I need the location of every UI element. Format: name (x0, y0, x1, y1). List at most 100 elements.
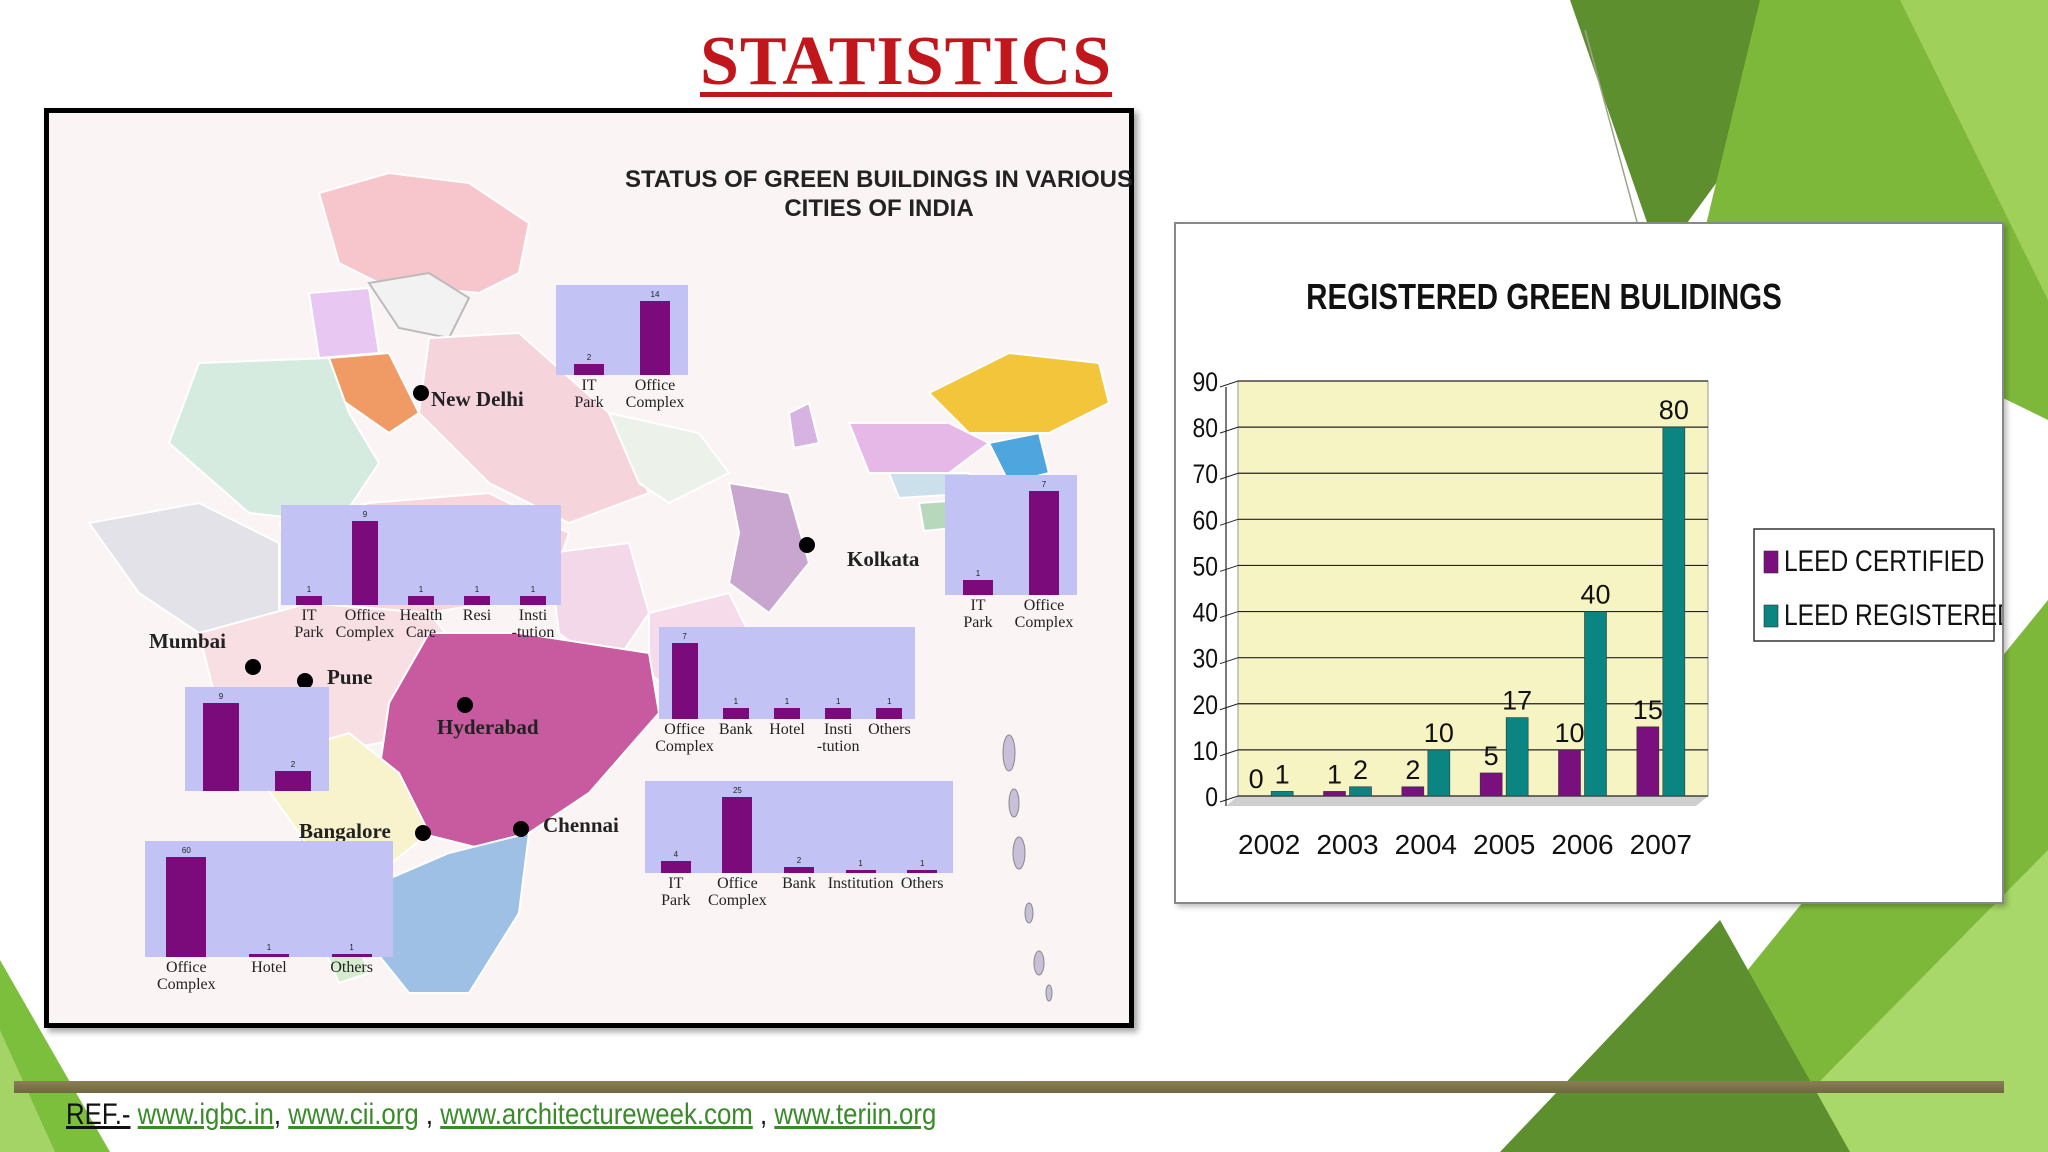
data-label: 40 (1580, 580, 1610, 610)
inset-value-label: 1 (975, 569, 981, 579)
inset-category-label: Hotel (769, 721, 805, 738)
inset-category-label: IT Park (963, 597, 993, 631)
bar-leed-registered (1662, 426, 1686, 797)
y-tick-label: 40 (1192, 598, 1218, 628)
inset-plot-area (281, 505, 561, 605)
bar-leed-certified (1636, 726, 1660, 797)
legend-swatch (1763, 550, 1779, 574)
bar-leed-certified (1558, 749, 1581, 797)
reference-link-igbc[interactable]: www.igbc.in (137, 1098, 274, 1131)
chart-panel: REGISTERED GREEN BULIDINGS 0 10 20 30 40 50 60… (1174, 222, 2004, 904)
inset-bar (845, 869, 876, 873)
reference-line: REF.- www.igbc.in, www.cii.org , www.arc… (66, 1098, 936, 1132)
bar-leed-registered (1349, 786, 1372, 797)
data-label: 17 (1502, 686, 1532, 716)
reference-link-cii[interactable]: www.cii.org (288, 1098, 419, 1131)
footer-divider (14, 1081, 2004, 1093)
inset-bar (352, 521, 378, 605)
region-arunachal (927, 351, 1111, 434)
inset-value-label: 60 (181, 846, 191, 855)
city-label-new-delhi: New Delhi (431, 387, 524, 411)
city-label-chennai: Chennai (543, 813, 619, 837)
bar-leed-registered (1270, 791, 1294, 797)
inset-value-label: 1 (306, 584, 312, 594)
inset-value-label: 1 (887, 697, 892, 707)
reference-link-teriin[interactable]: www.teriin.org (774, 1098, 937, 1131)
chart-title: REGISTERED GREEN BULIDINGS (1306, 276, 1782, 317)
inset-bar (520, 595, 546, 605)
inset-bar (203, 703, 239, 791)
plot-area (1237, 380, 1709, 797)
city-dot-pune (297, 673, 313, 689)
inset-bar (640, 301, 670, 375)
data-label: 10 (1554, 718, 1584, 748)
inset-bar (574, 364, 604, 375)
inset-value-label: 2 (290, 760, 296, 770)
data-label: 2 (1405, 755, 1420, 785)
bar-leed-certified (1479, 772, 1503, 797)
inset-value-label: 25 (732, 786, 742, 795)
inset-value-label: 7 (682, 632, 687, 641)
city-dot-bangalore (415, 825, 431, 841)
map-panel: STATUS OF GREEN BUILDINGS IN VARIOUS CIT… (44, 108, 1134, 1028)
inset-category-label: Others (330, 959, 373, 976)
inset-bar (296, 595, 322, 605)
legend-swatch (1763, 604, 1779, 628)
y-tick-label: 30 (1192, 644, 1218, 674)
slide-title: STATISTICS (700, 23, 1113, 100)
bar-leed-registered (1505, 717, 1529, 797)
inset-bar (722, 797, 753, 873)
inset-bar (671, 643, 698, 719)
inset-category-label: Office Complex (708, 875, 767, 909)
y-tick-label: 20 (1192, 690, 1218, 720)
inset-value-label: 2 (586, 353, 592, 363)
gridline-diagonal (1219, 472, 1239, 480)
bar-leed-certified (1323, 791, 1346, 797)
data-label: 15 (1633, 695, 1663, 725)
inset-value-label: 1 (349, 943, 354, 952)
y-tick-label: 0 (1205, 782, 1218, 812)
data-label: 5 (1484, 741, 1499, 771)
x-tick-label: 2003 (1316, 829, 1378, 860)
inset-category-label: Resi (462, 607, 492, 624)
region-bihar (607, 411, 731, 505)
gridline-diagonal (1219, 380, 1239, 388)
inset-category-label: Bank (718, 721, 753, 738)
x-tick-label: 2004 (1395, 829, 1457, 860)
region-gujarat (87, 501, 280, 634)
inset-category-label: Office Complex (625, 377, 685, 411)
inset-category-label: Others (900, 875, 944, 892)
inset-category-label: Others (868, 721, 911, 738)
region-ap (377, 632, 661, 855)
city-dot-mumbai (245, 659, 261, 675)
inset-bar (825, 708, 852, 719)
reference-separator: , (752, 1098, 775, 1131)
inset-value-label: 14 (650, 290, 660, 299)
data-label: 0 (1249, 764, 1264, 794)
city-label-mumbai: Mumbai (149, 629, 227, 653)
inset-bar (784, 866, 814, 873)
region-hp (367, 271, 471, 340)
inset-value-label: 1 (784, 697, 790, 707)
inset-bar (249, 954, 289, 957)
city-label-hyderabad: Hyderabad (437, 715, 539, 739)
inset-value-label: 2 (796, 855, 802, 865)
gridline-diagonal (1219, 795, 1239, 803)
bar-leed-certified (1401, 786, 1425, 797)
y-tick-label: 60 (1192, 506, 1218, 536)
y-tick-label: 70 (1192, 460, 1218, 490)
region-wb (727, 481, 811, 615)
gridline-diagonal (1219, 564, 1239, 572)
inset-value-label: 1 (858, 858, 863, 868)
inset-category-label: IT Park (661, 875, 691, 909)
inset-bar (660, 860, 691, 873)
city-dot-chennai (513, 821, 529, 837)
inset-value-label: 1 (418, 584, 424, 594)
region-jk (317, 171, 531, 295)
inset-value-label: 4 (673, 849, 679, 859)
inset-category-label: Office Complex (335, 607, 395, 641)
bg-green-bottom-dark (1500, 920, 1850, 1152)
y-tick-label: 80 (1192, 413, 1218, 443)
reference-link-architectureweek[interactable]: www.architectureweek.com (440, 1098, 753, 1131)
inset-category-label: Bank (782, 875, 816, 892)
